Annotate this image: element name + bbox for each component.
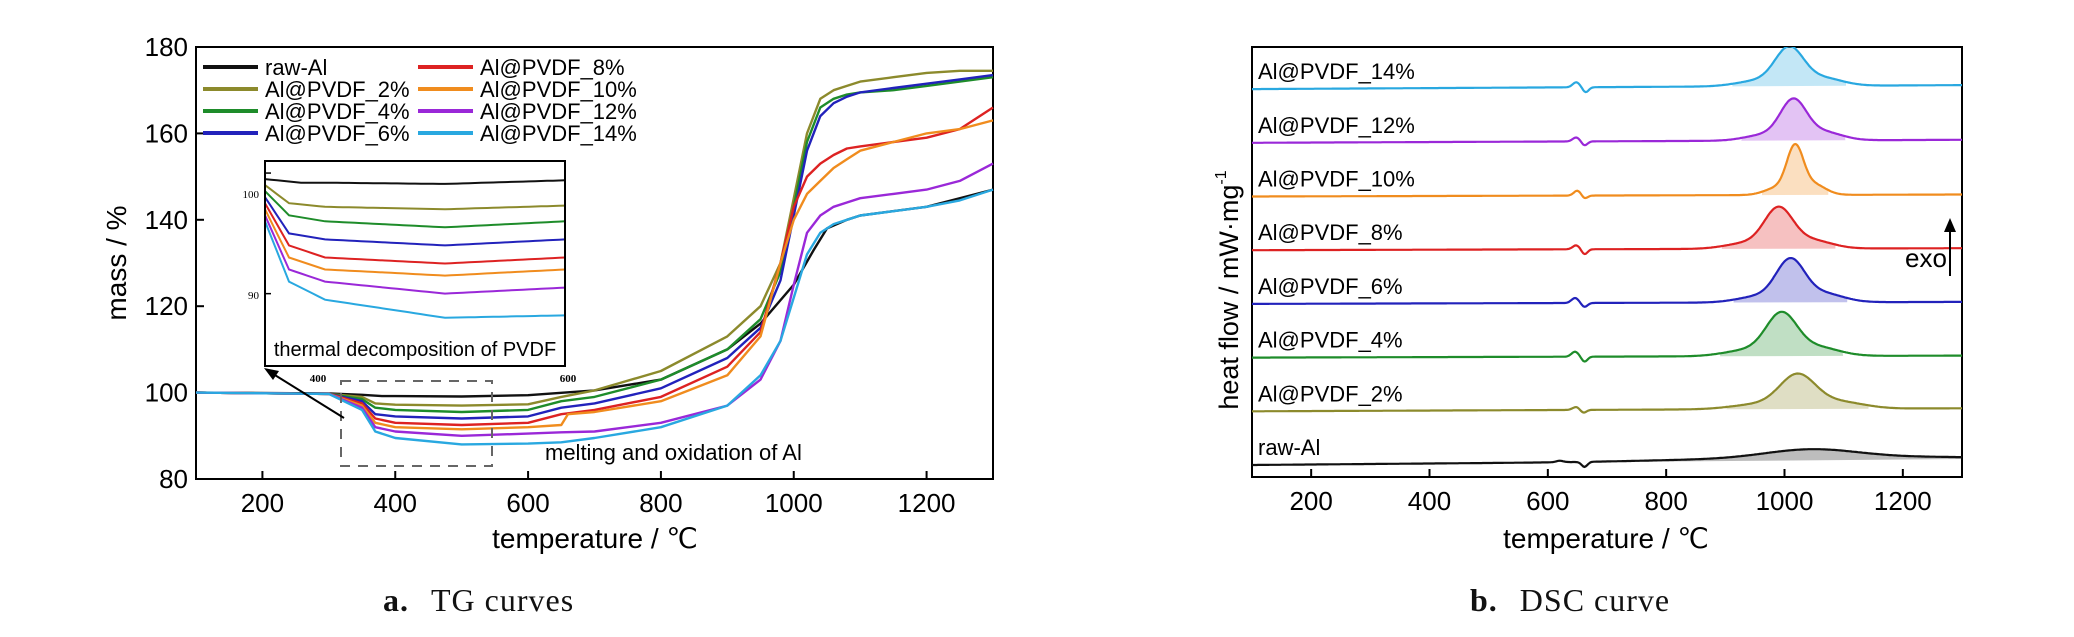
- tg-inset-series-group: [265, 178, 565, 319]
- tg-ytick-label: 160: [145, 118, 188, 148]
- tg-inset-ytick-100: 100: [243, 189, 260, 201]
- tg-chart: 80 100 120 140 160 180 200 400 600 800 1000 1200 m…: [101, 32, 994, 554]
- dsc-label-al-pvdf-14: Al@PVDF_14%: [1258, 59, 1415, 84]
- dsc-xtick-label: 1000: [1756, 486, 1814, 516]
- tg-xtick-label: 1000: [765, 488, 823, 518]
- dsc-label-al-pvdf-2: Al@PVDF_2%: [1258, 381, 1403, 406]
- tg-ytick-label: 140: [145, 205, 188, 235]
- caption-a: a. TG curves: [383, 582, 574, 619]
- dsc-series-al-pvdf-12: [1252, 97, 1962, 147]
- tg-xtick-label: 1200: [898, 488, 956, 518]
- tg-legend-label-al-pvdf-2: Al@PVDF_2%: [265, 77, 410, 102]
- dsc-xtick-label: 1200: [1874, 486, 1932, 516]
- tg-main-annotation: melting and oxidation of Al: [545, 440, 802, 465]
- tg-legend-label-al-pvdf-12: Al@PVDF_12%: [480, 99, 637, 124]
- dsc-y-axis-label: heat flow / mW·mg-1: [1213, 170, 1244, 409]
- dsc-chart: 200 400 600 800 1000 1200 raw-Al Al@PVDF_2% Al@…: [1213, 46, 1963, 554]
- tg-series-al-pvdf-12: [196, 162, 994, 437]
- tg-series-al-pvdf-10: [196, 119, 994, 431]
- tg-legend-label-al-pvdf-8: Al@PVDF_8%: [480, 55, 625, 80]
- tg-series-al-pvdf-2: [196, 69, 993, 407]
- tg-zoom-region: [340, 380, 493, 467]
- tg-plot-frame: [195, 46, 994, 480]
- dsc-label-al-pvdf-12: Al@PVDF_12%: [1258, 113, 1415, 138]
- tg-legend-label-al-pvdf-6: Al@PVDF_6%: [265, 121, 410, 146]
- tg-xtick-label: 800: [639, 488, 682, 518]
- tg-zoom-arrow: [269, 371, 345, 419]
- tg-legend-label-raw-al: raw-Al: [265, 55, 327, 80]
- dsc-label-al-pvdf-6: Al@PVDF_6%: [1258, 274, 1403, 299]
- tg-y-axis-label: mass / %: [101, 205, 132, 320]
- tg-xtick-label: 400: [374, 488, 417, 518]
- tg-inset-label: thermal decomposition of PVDF: [274, 339, 556, 361]
- tg-inset-series-raw-al: [265, 178, 565, 185]
- tg-legend: raw-Al Al@PVDF_8%Al@PVDF_2% Al@PVDF_10%Al@…: [203, 55, 637, 146]
- caption-a-text: TG curves: [431, 582, 575, 618]
- dsc-label-al-pvdf-10: Al@PVDF_10%: [1258, 167, 1415, 192]
- dsc-plot-frame: [1251, 46, 1963, 478]
- tg-inset-series-al-pvdf-10: [265, 208, 565, 277]
- dsc-label-al-pvdf-8: Al@PVDF_8%: [1258, 220, 1403, 245]
- dsc-exo-label: exo: [1905, 243, 1947, 273]
- tg-x-axis: 200 400 600 800 1000 1200: [241, 471, 956, 518]
- dsc-xtick-label: 400: [1408, 486, 1451, 516]
- dsc-series-al-pvdf-10: [1252, 142, 1962, 200]
- tg-inset-series-al-pvdf-8: [265, 202, 565, 265]
- tg-inset-series-al-pvdf-12: [265, 214, 565, 295]
- tg-inset-series-al-pvdf-2: [265, 184, 565, 211]
- dsc-series-labels: raw-Al Al@PVDF_2% Al@PVDF_4% Al@PVDF_6% Al@P…: [1258, 59, 1415, 460]
- tg-inset-series-al-pvdf-6: [265, 196, 565, 247]
- tg-ytick-label: 180: [145, 32, 188, 62]
- dsc-series-al-pvdf-14: [1252, 47, 1962, 94]
- dsc-xtick-label: 800: [1644, 486, 1687, 516]
- tg-xtick-label: 200: [241, 488, 284, 518]
- dsc-series-al-pvdf-4: [1252, 310, 1962, 363]
- tg-ytick-label: 120: [145, 291, 188, 321]
- dsc-label-raw-al: raw-Al: [1258, 435, 1320, 460]
- dsc-peak-area-raw-al: [1621, 449, 1962, 462]
- tg-inset-series-al-pvdf-14: [265, 220, 565, 319]
- tg-inset-ytick-90: 90: [248, 290, 260, 302]
- tg-ytick-label: 80: [159, 464, 188, 494]
- dsc-series-al-pvdf-2: [1252, 372, 1962, 414]
- dsc-series-al-pvdf-8: [1252, 205, 1962, 256]
- caption-a-letter: a.: [383, 582, 409, 618]
- tg-xtick-label: 600: [506, 488, 549, 518]
- dsc-x-axis: 200 400 600 800 1000 1200: [1289, 469, 1932, 516]
- dsc-series-group: [1252, 47, 1962, 469]
- tg-inset-series-al-pvdf-4: [265, 190, 565, 229]
- dsc-label-al-pvdf-4: Al@PVDF_4%: [1258, 328, 1403, 353]
- dsc-xtick-label: 600: [1526, 486, 1569, 516]
- tg-zoom-arrowhead: [264, 368, 279, 380]
- tg-legend-label-al-pvdf-14: Al@PVDF_14%: [480, 121, 637, 146]
- tg-series-group: [196, 69, 994, 446]
- tg-inset-xtick-600: 600: [560, 373, 577, 385]
- tg-legend-label-al-pvdf-10: Al@PVDF_10%: [480, 77, 637, 102]
- caption-b: b. DSC curve: [1470, 582, 1670, 619]
- dsc-series-al-pvdf-6: [1252, 257, 1962, 308]
- dsc-xtick-label: 200: [1289, 486, 1332, 516]
- caption-b-letter: b.: [1470, 582, 1498, 618]
- dsc-series-raw-al: [1252, 448, 1962, 469]
- tg-x-axis-label: temperature / ℃: [492, 523, 698, 554]
- tg-ytick-label: 100: [145, 378, 188, 408]
- tg-y-axis: 80 100 120 140 160 180: [145, 32, 204, 494]
- tg-inset-xtick-400: 400: [310, 373, 327, 385]
- tg-legend-label-al-pvdf-4: Al@PVDF_4%: [265, 99, 410, 124]
- tg-inset: thermal decomposition of PVDF 100 90 400…: [243, 160, 577, 385]
- tg-series-al-pvdf-14: [196, 188, 994, 446]
- dsc-exo-arrowhead: [1944, 218, 1956, 232]
- dsc-x-axis-label: temperature / ℃: [1503, 523, 1709, 554]
- caption-b-text: DSC curve: [1519, 582, 1671, 618]
